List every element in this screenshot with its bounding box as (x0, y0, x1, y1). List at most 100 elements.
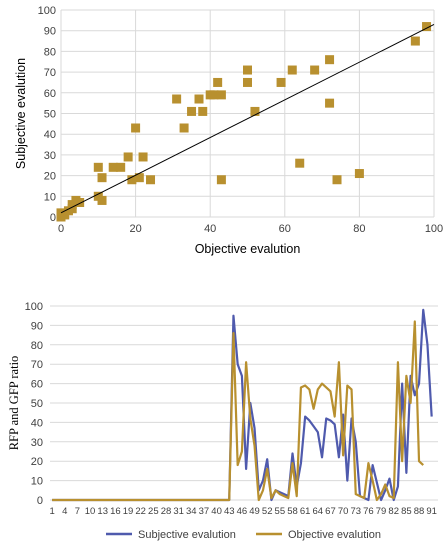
line-x-tick-label: 88 (414, 506, 425, 517)
scatter-y-tick-label: 100 (38, 5, 56, 17)
line-x-tick-label: 28 (161, 506, 172, 517)
scatter-point (198, 106, 208, 116)
scatter-y-tick-label: 90 (44, 26, 56, 38)
line-y-tick-label: 80 (31, 340, 43, 352)
scatter-point (194, 94, 204, 104)
scatter-point (422, 22, 432, 32)
line-y-tick-label: 30 (31, 437, 43, 449)
line-y-tick-label: 0 (37, 495, 43, 507)
line-chart: 0 10 20 30 40 50 60 70 80 90 100 1 4 7 10 13 16 19 22 25 28 3… (0, 280, 448, 550)
scatter-point (97, 173, 107, 183)
line-y-tick-label: 40 (31, 417, 43, 429)
legend-label-2: Objective evalution (288, 529, 381, 541)
scatter-point (243, 77, 252, 87)
scatter-y-tick-label: 10 (44, 191, 56, 203)
line-x-tick-label: 76 (363, 506, 374, 517)
line-x-tick-label: 64 (313, 506, 324, 517)
line-x-tick-label: 16 (110, 506, 121, 517)
scatter-point (97, 195, 107, 205)
line-y-tick-label: 10 (31, 476, 43, 488)
line-x-tick-label: 49 (249, 506, 260, 517)
scatter-y-tick-label: 70 (44, 67, 56, 79)
line-y-tick-label: 60 (31, 379, 43, 391)
scatter-point (127, 175, 137, 185)
line-y-tick-label: 20 (31, 456, 43, 468)
line-y-tick-label: 100 (25, 301, 43, 313)
line-x-tick-label: 37 (199, 506, 210, 517)
scatter-point (131, 123, 141, 133)
scatter-point (287, 65, 297, 75)
scatter-x-tick-label: 20 (129, 223, 141, 235)
scatter-point (116, 162, 126, 172)
scatter-point (134, 173, 144, 183)
line-x-tick-label: 13 (97, 506, 108, 517)
line-x-tick-label: 46 (237, 506, 248, 517)
line-x-tick-label: 34 (186, 506, 197, 517)
scatter-x-tick-label: 100 (425, 223, 443, 235)
line-x-tick-label: 25 (148, 506, 159, 517)
line-x-tick-label: 43 (224, 506, 235, 517)
scatter-y-axis-title: Subjective evalution (14, 58, 28, 169)
scatter-point (146, 175, 156, 185)
line-x-tick-label: 85 (401, 506, 412, 517)
scatter-point (216, 90, 226, 100)
line-x-tick-label: 4 (62, 506, 67, 517)
line-y-axis-title: RFP and GFP ratio (7, 356, 21, 451)
scatter-point (295, 158, 305, 168)
scatter-point (276, 77, 286, 87)
scatter-point (179, 123, 189, 133)
scatter-x-tick-label: 60 (279, 223, 291, 235)
line-x-tick-label: 91 (426, 506, 437, 517)
scatter-y-tick-label: 40 (44, 129, 56, 141)
scatter-x-tick-label: 40 (204, 223, 216, 235)
line-x-tick-label: 19 (123, 506, 134, 517)
scatter-x-tick-label: 0 (58, 223, 64, 235)
line-x-tick-label: 55 (275, 506, 286, 517)
scatter-point (187, 106, 197, 116)
legend-label-1: Subjective evalution (138, 529, 236, 541)
scatter-point (108, 162, 118, 172)
scatter-point (243, 65, 252, 75)
scatter-point (410, 36, 420, 46)
line-series-2 (52, 320, 424, 502)
line-x-tick-label: 10 (85, 506, 96, 517)
line-x-tick-label: 61 (300, 506, 311, 517)
scatter-point (216, 175, 226, 185)
scatter-x-tick-label: 80 (353, 223, 365, 235)
scatter-point (93, 162, 103, 172)
line-x-tick-label: 79 (376, 506, 387, 517)
line-y-tick-label: 70 (31, 359, 43, 371)
line-legend: Subjective evalution Objective evalution (106, 529, 381, 541)
line-x-tick-label: 67 (325, 506, 336, 517)
scatter-y-tick-label: 80 (44, 46, 56, 58)
line-series-1 (52, 308, 433, 502)
line-x-tick-label: 31 (173, 506, 184, 517)
line-x-tick-label: 22 (135, 506, 146, 517)
scatter-y-tick-label: 50 (44, 109, 56, 121)
line-x-tick-label: 73 (350, 506, 361, 517)
scatter-point (213, 77, 223, 87)
line-x-tick-label: 82 (388, 506, 399, 517)
scatter-point (138, 152, 148, 162)
line-x-tick-label: 70 (338, 506, 349, 517)
scatter-y-tick-label: 30 (44, 150, 56, 162)
scatter-point (250, 106, 260, 116)
scatter-point (209, 90, 219, 100)
scatter-points (56, 22, 432, 222)
scatter-svg: 0 10 20 30 40 50 60 70 80 90 100 0 20 40 60 80 100 Object… (14, 5, 443, 256)
scatter-y-tick-label: 20 (44, 171, 56, 183)
line-x-tick-label: 58 (287, 506, 298, 517)
line-series-group (52, 308, 433, 502)
scatter-y-tick-label: 0 (50, 212, 56, 224)
scatter-gridlines (60, 9, 435, 218)
scatter-chart: 0 10 20 30 40 50 60 70 80 90 100 0 20 40 60 80 100 Object… (0, 0, 448, 265)
line-x-tick-label: 7 (75, 506, 80, 517)
scatter-point (332, 175, 342, 185)
line-y-tick-label: 50 (31, 398, 43, 410)
scatter-trendline (60, 24, 435, 214)
scatter-point (325, 98, 335, 108)
scatter-x-axis-title: Objective evalution (195, 242, 301, 256)
line-y-tick-label: 90 (31, 320, 43, 332)
scatter-point (354, 169, 364, 179)
